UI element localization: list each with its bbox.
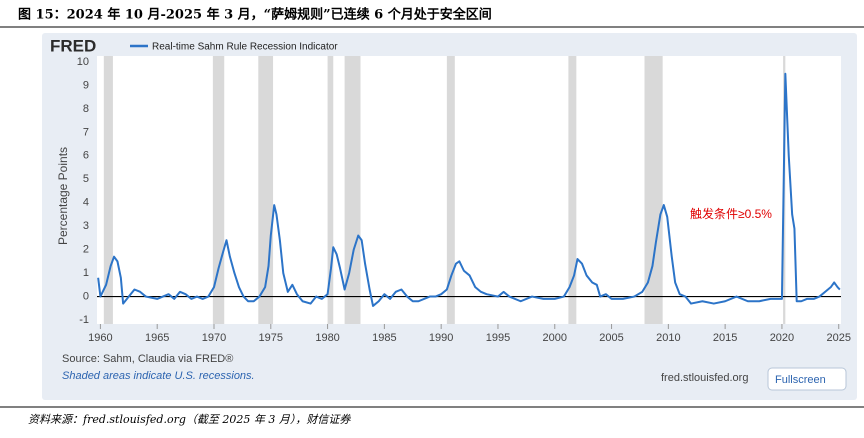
x-tick-label: 2020 (770, 332, 794, 344)
recession-band (344, 56, 361, 324)
y-tick-label: 0 (83, 290, 89, 302)
x-tick-label: 2015 (713, 332, 737, 344)
footnote: 资料来源：fred.stlouisfed.org（截至 2025 年 3 月），… (28, 413, 351, 426)
x-tick-label: 2025 (826, 332, 850, 344)
recession-band (644, 56, 663, 324)
y-tick-label: 6 (83, 150, 89, 162)
x-tick-label: 1975 (259, 332, 283, 344)
y-tick-label: 10 (77, 56, 89, 68)
site: fred.stlouisfed.org (661, 372, 748, 384)
x-tick-label: 2005 (599, 332, 623, 344)
recession-band (446, 56, 455, 324)
y-tick-label: 9 (83, 79, 89, 91)
chart-title: 图 15：2024 年 10 月-2025 年 3 月，“萨姆规则”已连续 6 … (18, 7, 492, 23)
series-line (97, 72, 841, 307)
brand-logo: FRED (50, 36, 96, 55)
y-tick-label: 5 (83, 173, 89, 185)
recession-band (327, 56, 334, 324)
x-tick-label: 1990 (429, 332, 453, 344)
fullscreen-button[interactable] (767, 367, 847, 391)
recession-band (103, 56, 113, 324)
x-tick-label: 2000 (543, 332, 567, 344)
recession-band (212, 56, 225, 324)
y-tick-label: 4 (83, 197, 89, 209)
plot-area (97, 56, 841, 324)
y-tick-label: -1 (79, 314, 89, 326)
x-tick-label: 1965 (145, 332, 169, 344)
shading-note: Shaded areas indicate U.S. recessions. (62, 370, 255, 382)
recession-band (568, 56, 577, 324)
y-tick-label: 7 (83, 126, 89, 138)
x-tick-label: 1995 (486, 332, 510, 344)
x-tick-label: 1980 (315, 332, 339, 344)
y-tick-label: 8 (83, 103, 89, 115)
y-tick-label: 2 (83, 244, 89, 256)
x-tick-label: 1985 (372, 332, 396, 344)
legend-label: Real-time Sahm Rule Recession Indicator (152, 42, 338, 53)
source: Source: Sahm, Claudia via FRED® (62, 353, 233, 365)
annotation: 触发条件≥0.5% (690, 206, 772, 221)
x-tick-label: 1960 (88, 332, 112, 344)
x-tick-label: 1970 (202, 332, 226, 344)
x-tick-label: 2010 (656, 332, 680, 344)
y-axis-label: Percentage Points (56, 147, 70, 245)
fullscreen-label[interactable]: Fullscreen (775, 374, 826, 386)
y-tick-label: 3 (83, 220, 89, 232)
y-tick-label: 1 (83, 267, 89, 279)
